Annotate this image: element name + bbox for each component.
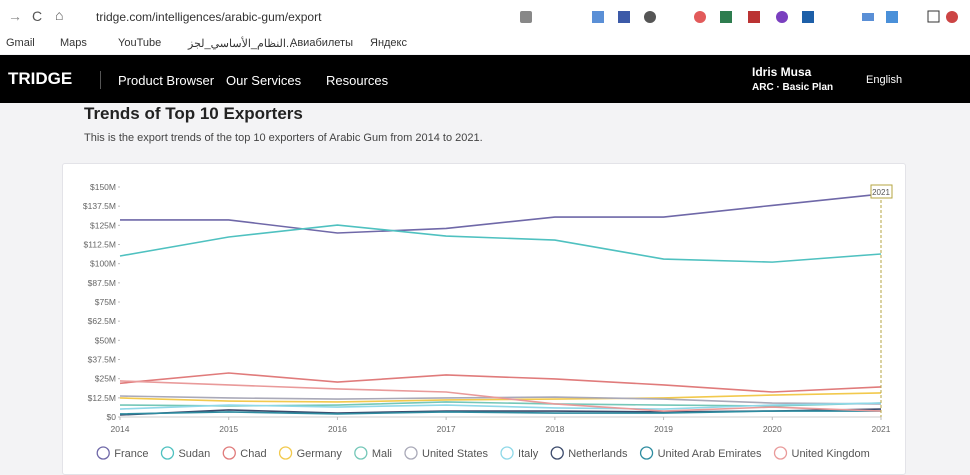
chart: $0 $12.5M $25M $37.5M $50M $62.5M $75M $87.5M $1…: [83, 182, 893, 460]
legend-label: Sudan: [178, 448, 210, 460]
legend-marker: [222, 446, 236, 460]
legend-marker: [404, 446, 418, 460]
bookmark[interactable]: Яндекс: [370, 37, 407, 49]
y-tick-label: $87.5M: [88, 278, 116, 288]
series-line: [119, 372, 882, 393]
y-tick-label: $37.5M: [88, 355, 116, 365]
address-bar: → C ⌂ tridge.com/intelligences/arabic-gu…: [0, 0, 970, 34]
bookmark[interactable]: Maps: [60, 37, 87, 49]
legend-label: Mali: [372, 448, 392, 460]
y-tick-label: $125M: [90, 220, 116, 230]
legend-label: United Arab Emirates: [658, 448, 762, 460]
bookmark[interactable]: Gmail: [6, 37, 35, 49]
legend-marker: [773, 446, 788, 460]
legend-label: United States: [422, 448, 489, 460]
x-tick-label: 2018: [545, 424, 564, 434]
legend-marker: [96, 446, 110, 460]
x-tick-label: 2019: [654, 424, 673, 434]
section-title: Trends of Top 10 Exporters: [84, 104, 303, 123]
legend-label: Germany: [297, 448, 343, 460]
back-button[interactable]: →: [8, 8, 22, 24]
y-tick-label: $112.5M: [84, 240, 116, 250]
legend-label: Netherlands: [568, 448, 628, 460]
icons: [520, 10, 958, 23]
y-tick-label: $150M: [90, 182, 116, 192]
bookmark[interactable]: YouTube: [118, 37, 162, 49]
nav-item[interactable]: Our Services: [226, 73, 302, 88]
legend-label: France: [114, 448, 148, 460]
y-tick-label: $137.5M: [83, 201, 116, 211]
hover-label: 2021: [872, 188, 890, 197]
series-line: [119, 224, 882, 263]
language[interactable]: English: [866, 74, 903, 86]
y-tick-label: $25M: [95, 374, 116, 384]
x-tick-label: 2016: [328, 424, 347, 434]
url[interactable]: tridge.com/intelligences/arabic-gum/expo…: [96, 10, 322, 24]
reload-button[interactable]: C: [32, 8, 43, 24]
legend-marker: [354, 446, 368, 460]
extension-icons: [520, 10, 960, 24]
bookmark[interactable]: Авиабилеты: [290, 37, 354, 49]
y-tick-label: $75M: [95, 297, 116, 307]
legend-label: Italy: [518, 448, 539, 460]
site-nav: TRIDGE Product Browser Our Services Reso…: [0, 55, 970, 103]
legend-marker: [500, 446, 514, 460]
legend-marker: [160, 446, 175, 460]
nav-item[interactable]: Resources: [326, 73, 389, 88]
series-line: [119, 380, 882, 412]
y-tick-label: $50M: [95, 335, 116, 345]
chart-card: $0 $12.5M $25M $37.5M $50M $62.5M $75M $87.5M $1…: [62, 163, 906, 475]
divider: [100, 71, 101, 89]
bookmarks-bar: Gmail Maps YouTube النظام_الأساسي_لجز...…: [0, 34, 970, 54]
x-tick-label: 2015: [219, 424, 238, 434]
y-tick-label: $100M: [90, 259, 116, 269]
y-tick-label: $62.5M: [88, 316, 116, 326]
legend-label: Chad: [240, 448, 266, 460]
x-tick-label: 2014: [111, 424, 130, 434]
legend-label: United Kingdom: [792, 448, 870, 460]
home-button[interactable]: ⌂: [55, 7, 64, 23]
logo[interactable]: TRIDGE: [8, 69, 73, 88]
series-line: [119, 402, 882, 410]
x-tick-label: 2017: [437, 424, 456, 434]
user-name[interactable]: Idris Musa: [752, 65, 812, 79]
y-tick-label: $0: [107, 412, 117, 422]
nav-item[interactable]: Product Browser: [118, 73, 215, 88]
x-tick-label: 2021: [872, 424, 891, 434]
y-tick-label: $12.5M: [88, 393, 116, 403]
hover-box: [870, 184, 893, 199]
section-description: This is the export trends of the top 10 …: [84, 132, 483, 144]
bookmark[interactable]: النظام_الأساسي_لجز...: [188, 38, 296, 50]
series-line: [119, 410, 881, 415]
user-plan: ARC · Basic Plan: [752, 82, 834, 93]
series-line: [120, 193, 882, 234]
legend-marker: [278, 446, 293, 460]
x-tick-label: 2020: [763, 424, 782, 434]
legend-marker: [550, 446, 564, 460]
series-line: [119, 392, 882, 403]
legend-marker: [639, 446, 654, 460]
